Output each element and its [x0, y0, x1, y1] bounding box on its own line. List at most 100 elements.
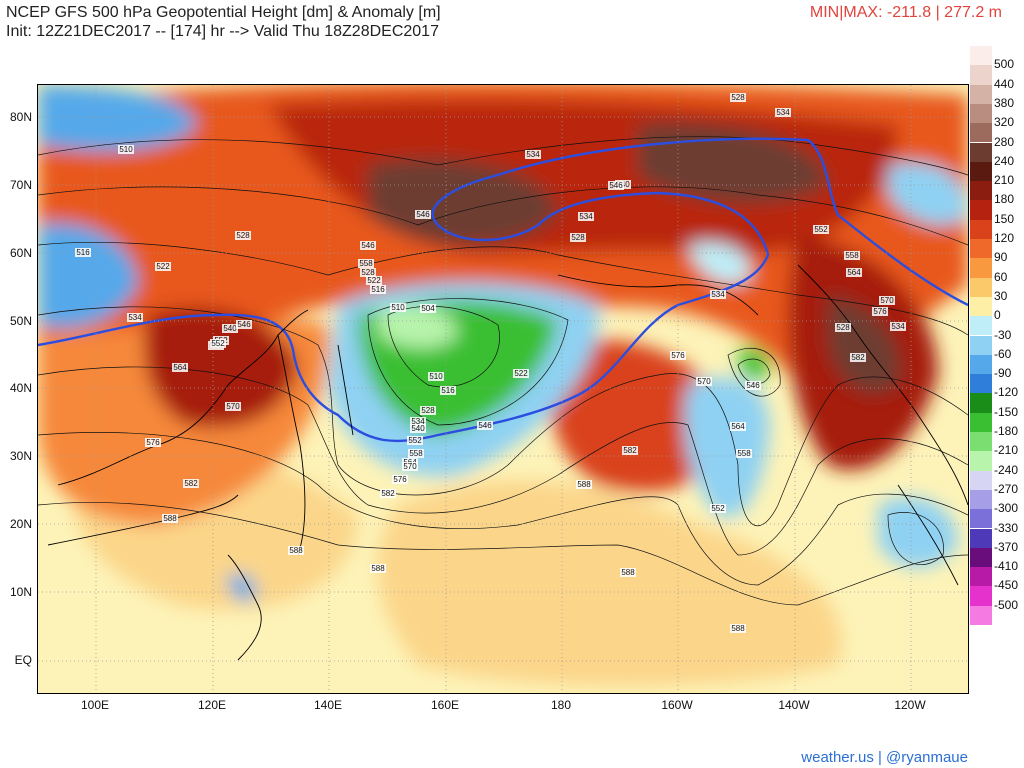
svg-text:528: 528	[361, 268, 375, 277]
legend-swatch	[970, 470, 992, 490]
legend-label: -60	[994, 346, 1012, 361]
contour-label: 504	[420, 304, 436, 313]
lat-label: 50N	[9, 314, 32, 328]
svg-text:528: 528	[421, 406, 435, 415]
legend-swatch	[970, 393, 992, 413]
svg-text:534: 534	[891, 322, 905, 331]
contour-label: 534	[525, 150, 541, 159]
svg-text:564: 564	[173, 363, 187, 372]
legend-swatch	[970, 374, 992, 394]
contour-label: 534	[890, 322, 906, 331]
height-contours	[38, 136, 968, 606]
legend-label: 320	[994, 115, 1015, 130]
svg-text:570: 570	[697, 377, 711, 386]
svg-text:546: 546	[746, 381, 760, 390]
svg-text:516: 516	[76, 248, 90, 257]
svg-text:510: 510	[391, 303, 405, 312]
height-anomaly-map: 5285345345405465345285105165225285345465…	[38, 85, 968, 693]
svg-text:522: 522	[156, 262, 170, 271]
legend-swatch	[970, 451, 992, 471]
contour-label: 546	[236, 320, 252, 329]
svg-text:528: 528	[571, 233, 585, 242]
legend-label: 120	[994, 231, 1015, 245]
legend-swatch	[970, 46, 992, 66]
contour-label: 528	[235, 231, 251, 240]
contour-label: 576	[145, 438, 161, 447]
svg-text:588: 588	[163, 514, 177, 523]
legend-swatch	[970, 123, 992, 143]
svg-text:546: 546	[609, 181, 623, 190]
contour-label: 528	[835, 323, 851, 332]
contour-label: 588	[288, 546, 304, 555]
chart-subtitle: Init: 12Z21DEC2017 -- [174] hr --> Valid…	[6, 23, 439, 40]
contour-label: 546	[745, 381, 761, 390]
svg-text:546: 546	[478, 421, 492, 430]
contour-label: 588	[370, 564, 386, 573]
svg-text:558: 558	[737, 449, 751, 458]
contour-label: 534	[127, 313, 143, 322]
contour-label: 540	[410, 424, 426, 433]
contour-label: 570	[879, 296, 895, 305]
contour-label: 534	[578, 212, 594, 221]
contour-label: 558	[736, 449, 752, 458]
legend-swatch	[970, 509, 992, 529]
legend-label: -180	[994, 424, 1019, 438]
svg-text:588: 588	[577, 480, 591, 489]
svg-text:546: 546	[237, 320, 251, 329]
svg-text:552: 552	[711, 504, 725, 513]
contour-label: 564	[172, 363, 188, 372]
lat-label: 70N	[9, 178, 32, 192]
svg-text:540: 540	[223, 324, 237, 333]
contour-label: 534	[410, 417, 426, 426]
contour-label: 576	[670, 351, 686, 360]
contour-label: 528	[730, 93, 746, 102]
contour-label: 540	[222, 324, 238, 333]
svg-text:582: 582	[381, 489, 395, 498]
svg-text:588: 588	[731, 624, 745, 633]
lon-label: 180	[550, 698, 572, 712]
svg-text:540: 540	[411, 424, 425, 433]
legend-swatch	[970, 200, 992, 220]
legend-label: -500	[994, 597, 1019, 612]
svg-text:576: 576	[671, 351, 685, 360]
contour-label: 558	[358, 259, 374, 268]
legend-label: -120	[994, 385, 1019, 400]
svg-text:588: 588	[289, 546, 303, 555]
legend-label: -300	[994, 501, 1019, 516]
contour-label: 534	[710, 290, 726, 299]
svg-text:582: 582	[623, 446, 637, 455]
lat-label: 10N	[9, 585, 32, 599]
legend-label: -370	[994, 539, 1019, 554]
contour-label: 570	[696, 377, 712, 386]
contour-label: 576	[392, 475, 408, 484]
546-contour-highlight	[38, 137, 968, 443]
legend-label: 180	[994, 192, 1015, 207]
svg-text:504: 504	[421, 304, 435, 313]
svg-text:564: 564	[847, 268, 861, 277]
svg-text:528: 528	[731, 93, 745, 102]
contour-label: 552	[710, 504, 726, 513]
legend-label: 500	[994, 57, 1015, 72]
legend-label: 280	[994, 134, 1015, 149]
svg-text:558: 558	[845, 251, 859, 260]
lon-label: 160E	[430, 698, 460, 712]
contour-label: 516	[440, 386, 456, 395]
svg-text:588: 588	[371, 564, 385, 573]
lat-label: 60N	[9, 246, 32, 260]
legend-swatch	[970, 84, 992, 104]
svg-text:552: 552	[211, 339, 225, 348]
legend-swatch	[970, 316, 992, 336]
contour-label: 516	[370, 285, 386, 294]
lon-label: 100E	[80, 698, 110, 712]
contour-labels: 5285345345405465345285105165225285345465…	[75, 93, 906, 633]
legend-label: 380	[994, 95, 1015, 110]
legend-label: 0	[994, 308, 1001, 323]
legend-swatch	[970, 567, 992, 587]
contour-label: 528	[420, 406, 436, 415]
legend-label: 60	[994, 269, 1008, 284]
lon-label: 120W	[894, 698, 926, 712]
svg-text:534: 534	[776, 108, 790, 117]
lon-label: 160W	[661, 698, 693, 712]
lon-label: 140W	[778, 698, 810, 712]
contour-label: 558	[408, 449, 424, 458]
